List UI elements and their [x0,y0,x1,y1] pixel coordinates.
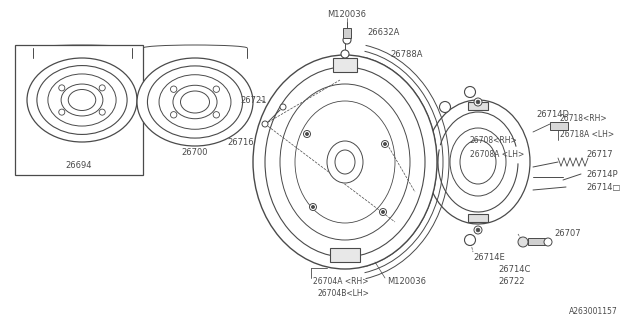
Circle shape [474,226,482,234]
Bar [528,238,546,245]
Text: ①: ① [152,105,161,115]
Circle shape [303,131,310,138]
Circle shape [99,109,105,115]
Text: 26704A <RH>: 26704A <RH> [313,277,369,286]
Circle shape [476,228,480,232]
Circle shape [305,132,308,135]
Ellipse shape [327,141,363,183]
Circle shape [59,85,65,91]
Bar [343,28,351,38]
Text: ①: ① [466,87,474,97]
Ellipse shape [37,66,127,134]
Text: 26708A <LH>: 26708A <LH> [470,149,524,158]
Ellipse shape [27,58,137,142]
Circle shape [383,142,387,146]
Text: 26714C: 26714C [498,266,531,275]
Text: 26717: 26717 [586,149,612,158]
Ellipse shape [180,91,209,113]
Bar [468,214,488,222]
Text: 26714P: 26714P [586,170,618,179]
Text: ①: ① [441,102,449,111]
Text: 26788A: 26788A [390,50,422,59]
Circle shape [544,238,552,246]
Circle shape [341,50,349,58]
Circle shape [59,109,65,115]
Text: ①: ① [466,236,474,244]
Ellipse shape [147,66,243,138]
Text: 26718A <LH>: 26718A <LH> [560,130,614,139]
Circle shape [380,209,387,215]
Ellipse shape [137,58,253,146]
Text: 26704B<LH>: 26704B<LH> [317,290,369,299]
Bar [330,248,360,262]
Ellipse shape [61,84,103,116]
Ellipse shape [335,150,355,174]
Circle shape [381,140,388,148]
Text: 26632A: 26632A [367,28,399,36]
Text: 26718<RH>: 26718<RH> [560,114,607,123]
Circle shape [170,86,177,92]
Ellipse shape [159,75,231,129]
Circle shape [476,100,480,104]
Circle shape [262,121,268,127]
Circle shape [213,112,220,118]
Circle shape [465,235,476,245]
Circle shape [440,101,451,113]
Bar [15,45,143,175]
Text: 26714D: 26714D [536,109,569,118]
Bar [550,122,568,130]
Text: 26714□: 26714□ [586,182,620,191]
Text: 26714E: 26714E [473,252,505,261]
Circle shape [280,104,286,110]
Circle shape [381,211,385,213]
Ellipse shape [450,128,506,196]
Ellipse shape [48,74,116,126]
Circle shape [518,237,528,247]
Ellipse shape [460,140,496,184]
Text: 26716: 26716 [227,138,253,147]
Text: 26721: 26721 [240,95,266,105]
Circle shape [343,36,351,44]
Circle shape [310,204,317,211]
Ellipse shape [173,85,217,119]
Circle shape [213,86,220,92]
Ellipse shape [253,55,437,269]
Circle shape [99,85,105,91]
Circle shape [465,86,476,98]
Text: M120036: M120036 [387,277,426,286]
Text: 26700: 26700 [182,148,208,156]
Text: A263001157: A263001157 [569,308,618,316]
Circle shape [474,98,482,106]
Text: 26722: 26722 [498,277,525,286]
Text: 26708<RH>: 26708<RH> [470,135,518,145]
Ellipse shape [68,90,96,110]
Text: 26694: 26694 [66,161,92,170]
Circle shape [56,79,58,81]
Bar [333,58,357,72]
Circle shape [170,112,177,118]
Circle shape [312,205,314,209]
Text: M120036: M120036 [328,10,367,19]
Bar [468,102,488,110]
Text: 26707: 26707 [554,229,580,238]
